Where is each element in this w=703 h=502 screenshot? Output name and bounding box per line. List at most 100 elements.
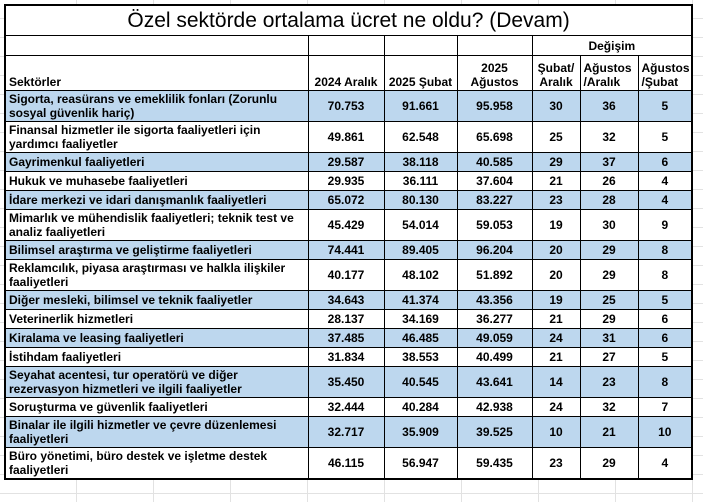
sector-cell: İstihdam faaliyetleri	[4, 347, 309, 367]
value-cell: 30	[531, 90, 581, 122]
value-cell: 35.450	[307, 366, 385, 398]
value-cell: 10	[637, 416, 693, 448]
value-cell: 54.014	[383, 209, 458, 241]
value-cell: 65.698	[456, 121, 533, 153]
value-cell: 49.861	[307, 121, 385, 153]
value-cell: 74.441	[307, 240, 385, 260]
sector-cell: Binalar ile ilgili hizmetler ve çevre dü…	[4, 416, 309, 448]
value-cell: 40.284	[383, 397, 458, 417]
value-cell: 43.356	[456, 290, 533, 310]
value-cell: 42.938	[456, 397, 533, 417]
value-cell: 20	[531, 259, 581, 291]
value-cell: 5	[637, 90, 693, 122]
value-cell: 27	[579, 347, 639, 367]
sector-cell: İdare merkezi ve idari danışmanlık faali…	[4, 190, 309, 210]
column-header-feb-dec: Şubat/ Aralık	[531, 55, 581, 91]
sector-cell: Gayrimenkul faaliyetleri	[4, 152, 309, 172]
value-cell: 4	[637, 190, 693, 210]
sector-cell: Büro yönetimi, büro destek ve işletme de…	[4, 447, 309, 480]
value-cell: 4	[637, 171, 693, 191]
value-cell: 29	[579, 259, 639, 291]
value-cell: 21	[531, 347, 581, 367]
table-row: Büro yönetimi, büro destek ve işletme de…	[4, 447, 693, 480]
table-row: Bilimsel araştırma ve geliştirme faaliye…	[4, 240, 693, 260]
value-cell: 38.553	[383, 347, 458, 367]
empty-cell	[307, 35, 385, 56]
title-row: Özel sektörde ortalama ücret ne oldu? (D…	[4, 4, 693, 36]
value-cell: 41.374	[383, 290, 458, 310]
value-cell: 8	[637, 240, 693, 260]
value-cell: 23	[531, 447, 581, 480]
value-cell: 29.935	[307, 171, 385, 191]
value-cell: 25	[531, 121, 581, 153]
value-cell: 34.169	[383, 309, 458, 329]
value-cell: 59.053	[456, 209, 533, 241]
change-group-header: Değişim	[531, 35, 693, 56]
table-row: Hukuk ve muhasebe faaliyetleri 29.935 36.1…	[4, 171, 693, 191]
value-cell: 43.641	[456, 366, 533, 398]
sector-cell: Finansal hizmetler ile sigorta faaliyetl…	[4, 121, 309, 153]
sector-cell: Veterinerlik hizmetleri	[4, 309, 309, 329]
value-cell: 56.947	[383, 447, 458, 480]
column-header-2024-dec: 2024 Aralık	[307, 55, 385, 91]
empty-cell	[383, 35, 458, 56]
column-header-aug-dec: Ağustos /Aralık	[579, 55, 639, 91]
value-cell: 30	[579, 209, 639, 241]
value-cell: 21	[531, 309, 581, 329]
value-cell: 29	[579, 447, 639, 480]
value-cell: 6	[637, 309, 693, 329]
value-cell: 36	[579, 90, 639, 122]
table-row: Finansal hizmetler ile sigorta faaliyetl…	[4, 121, 693, 153]
sector-cell: Kiralama ve leasing faaliyetleri	[4, 328, 309, 348]
value-cell: 29.587	[307, 152, 385, 172]
value-cell: 32.444	[307, 397, 385, 417]
value-cell: 35.909	[383, 416, 458, 448]
value-cell: 40.177	[307, 259, 385, 291]
column-header-row: Sektörler 2024 Aralık 2025 Şubat 2025 Ağ…	[4, 55, 693, 91]
value-cell: 96.204	[456, 240, 533, 260]
value-cell: 9	[637, 209, 693, 241]
value-cell: 5	[637, 290, 693, 310]
value-cell: 31	[579, 328, 639, 348]
sector-cell: Diğer mesleki, bilimsel ve teknik faaliy…	[4, 290, 309, 310]
value-cell: 21	[531, 171, 581, 191]
change-group-row: Değişim	[4, 35, 693, 56]
value-cell: 28	[579, 190, 639, 210]
value-cell: 38.118	[383, 152, 458, 172]
value-cell: 46.485	[383, 328, 458, 348]
value-cell: 24	[531, 328, 581, 348]
value-cell: 80.130	[383, 190, 458, 210]
sector-cell: Soruşturma ve güvenlik faaliyetleri	[4, 397, 309, 417]
value-cell: 51.892	[456, 259, 533, 291]
value-cell: 29	[579, 240, 639, 260]
value-cell: 23	[579, 366, 639, 398]
value-cell: 37	[579, 152, 639, 172]
value-cell: 91.661	[383, 90, 458, 122]
value-cell: 59.435	[456, 447, 533, 480]
wage-table: Özel sektörde ortalama ücret ne oldu? (D…	[4, 4, 694, 480]
value-cell: 10	[531, 416, 581, 448]
value-cell: 4	[637, 447, 693, 480]
value-cell: 49.059	[456, 328, 533, 348]
value-cell: 20	[531, 240, 581, 260]
value-cell: 40.545	[383, 366, 458, 398]
sector-cell: Mimarlık ve mühendislik faaliyetleri; te…	[4, 209, 309, 241]
value-cell: 62.548	[383, 121, 458, 153]
value-cell: 48.102	[383, 259, 458, 291]
column-header-2025-feb: 2025 Şubat	[383, 55, 458, 91]
column-header-aug-feb: Ağustos /Şubat	[637, 55, 693, 91]
value-cell: 8	[637, 259, 693, 291]
sector-cell: Reklamcılık, piyasa araştırması ve halkl…	[4, 259, 309, 291]
value-cell: 39.525	[456, 416, 533, 448]
table-row: Seyahat acentesi, tur operatörü ve diğer…	[4, 366, 693, 398]
value-cell: 36.111	[383, 171, 458, 191]
column-header-sectors: Sektörler	[4, 55, 309, 91]
value-cell: 25	[579, 290, 639, 310]
column-header-2025-aug: 2025 Ağustos	[456, 55, 533, 91]
value-cell: 28.137	[307, 309, 385, 329]
value-cell: 5	[637, 121, 693, 153]
value-cell: 32.717	[307, 416, 385, 448]
value-cell: 24	[531, 397, 581, 417]
value-cell: 37.604	[456, 171, 533, 191]
value-cell: 31.834	[307, 347, 385, 367]
